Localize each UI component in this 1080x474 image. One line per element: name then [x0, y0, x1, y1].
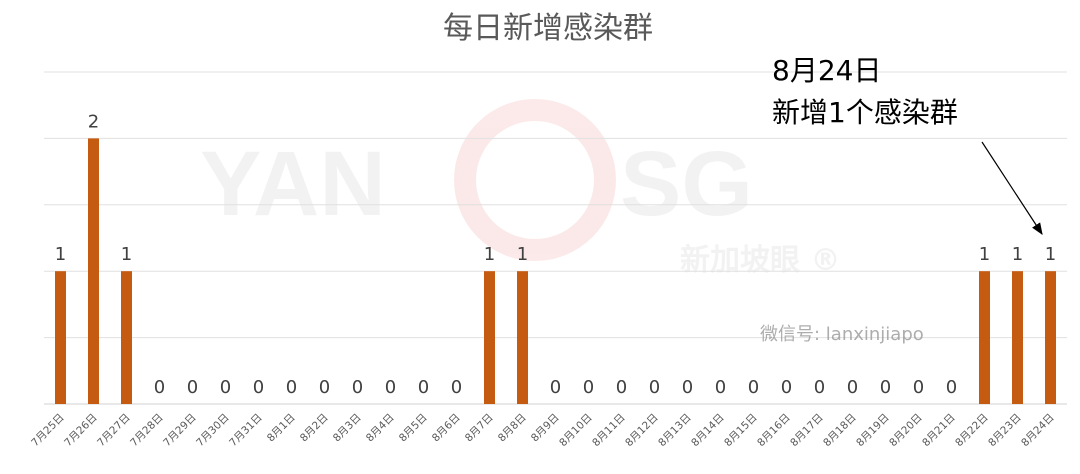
data-label: 0 — [880, 377, 891, 398]
x-tick-label: 8月4日 — [364, 412, 397, 445]
x-tick-label: 8月9日 — [529, 412, 562, 445]
gridlines — [44, 71, 1067, 405]
data-label: 1 — [979, 244, 990, 265]
x-tick-label: 7月25日 — [29, 412, 67, 450]
x-tick-label: 8月15日 — [722, 412, 760, 450]
bars — [55, 138, 1056, 404]
data-label: 0 — [220, 377, 231, 398]
data-label: 0 — [814, 377, 825, 398]
x-tick-label: 7月29日 — [161, 412, 199, 450]
data-label: 1 — [484, 244, 495, 265]
data-label: 0 — [649, 377, 660, 398]
chart-title: 每日新增感染群 — [443, 11, 653, 46]
data-label: 0 — [385, 377, 396, 398]
x-tick-label: 8月8日 — [496, 412, 529, 445]
data-label: 0 — [781, 377, 792, 398]
bar — [88, 138, 99, 404]
x-tick-label: 8月3日 — [331, 412, 364, 445]
data-label: 1 — [121, 244, 132, 265]
data-label: 0 — [682, 377, 693, 398]
x-tick-label: 8月2日 — [298, 412, 331, 445]
data-labels: 1 2 1 0 0 0 0 0 0 0 0 0 0 1 1 0 0 0 0 0 0 0 0 0 0 0 0 0 1 1 1 — [55, 111, 1056, 398]
x-tick-label: 8月23日 — [986, 412, 1024, 450]
data-label: 0 — [550, 377, 561, 398]
x-tick-label: 8月18日 — [821, 412, 859, 450]
bar — [1045, 271, 1056, 404]
data-label: 0 — [286, 377, 297, 398]
x-tick-label: 8月12日 — [623, 412, 661, 450]
data-label: 0 — [616, 377, 627, 398]
data-label: 0 — [154, 377, 165, 398]
data-label: 0 — [352, 377, 363, 398]
data-label: 2 — [88, 111, 99, 132]
bar — [1012, 271, 1023, 404]
x-tick-label: 8月22日 — [953, 412, 991, 450]
data-label: 1 — [517, 244, 528, 265]
annotation-arrow — [981, 141, 1043, 236]
data-label: 0 — [187, 377, 198, 398]
bar — [979, 271, 990, 404]
data-label: 0 — [253, 377, 264, 398]
bar — [517, 271, 528, 404]
data-label: 0 — [946, 377, 957, 398]
bar — [55, 271, 66, 404]
x-tick-label: 8月7日 — [463, 412, 496, 445]
x-tick-label: 7月28日 — [128, 412, 166, 450]
x-tick-label: 8月11日 — [590, 412, 628, 450]
svg-text:新加坡眼 ®: 新加坡眼 ® — [680, 243, 840, 278]
x-tick-label: 8月24日 — [1019, 412, 1057, 450]
bar — [121, 271, 132, 404]
bar — [484, 271, 495, 404]
svg-text:YAN: YAN — [200, 133, 386, 235]
x-tick-label: 7月30日 — [194, 412, 232, 450]
x-tick-label: 8月19日 — [854, 412, 892, 450]
data-label: 0 — [748, 377, 759, 398]
data-label: 1 — [55, 244, 66, 265]
data-label: 0 — [418, 377, 429, 398]
data-label: 0 — [913, 377, 924, 398]
x-tick-label: 8月14日 — [689, 412, 727, 450]
watermark: YAN SG 新加坡眼 ® — [200, 99, 840, 278]
wechat-watermark: 微信号: lanxinjiapo — [760, 324, 924, 345]
annotation-line-2: 新增1个感染群 — [772, 96, 958, 129]
x-tick-label: 8月10日 — [557, 412, 595, 450]
annotation-line-1: 8月24日 — [772, 54, 881, 87]
x-tick-label: 8月1日 — [265, 412, 298, 445]
data-label: 0 — [847, 377, 858, 398]
x-tick-label: 8月13日 — [656, 412, 694, 450]
data-label: 0 — [715, 377, 726, 398]
data-label: 1 — [1012, 244, 1023, 265]
data-label: 0 — [319, 377, 330, 398]
x-tick-label: 8月6日 — [430, 412, 463, 445]
x-tick-label: 8月16日 — [755, 412, 793, 450]
x-tick-label: 7月27日 — [95, 412, 133, 450]
x-tick-label: 8月17日 — [788, 412, 826, 450]
x-tick-label: 8月20日 — [887, 412, 925, 450]
x-tick-label: 8月5日 — [397, 412, 430, 445]
x-tick-label: 8月21日 — [920, 412, 958, 450]
x-tick-label: 7月26日 — [62, 412, 100, 450]
data-label: 0 — [451, 377, 462, 398]
data-label: 1 — [1045, 244, 1056, 265]
data-label: 0 — [583, 377, 594, 398]
x-tick-label: 7月31日 — [227, 412, 265, 450]
svg-text:SG: SG — [620, 133, 753, 235]
